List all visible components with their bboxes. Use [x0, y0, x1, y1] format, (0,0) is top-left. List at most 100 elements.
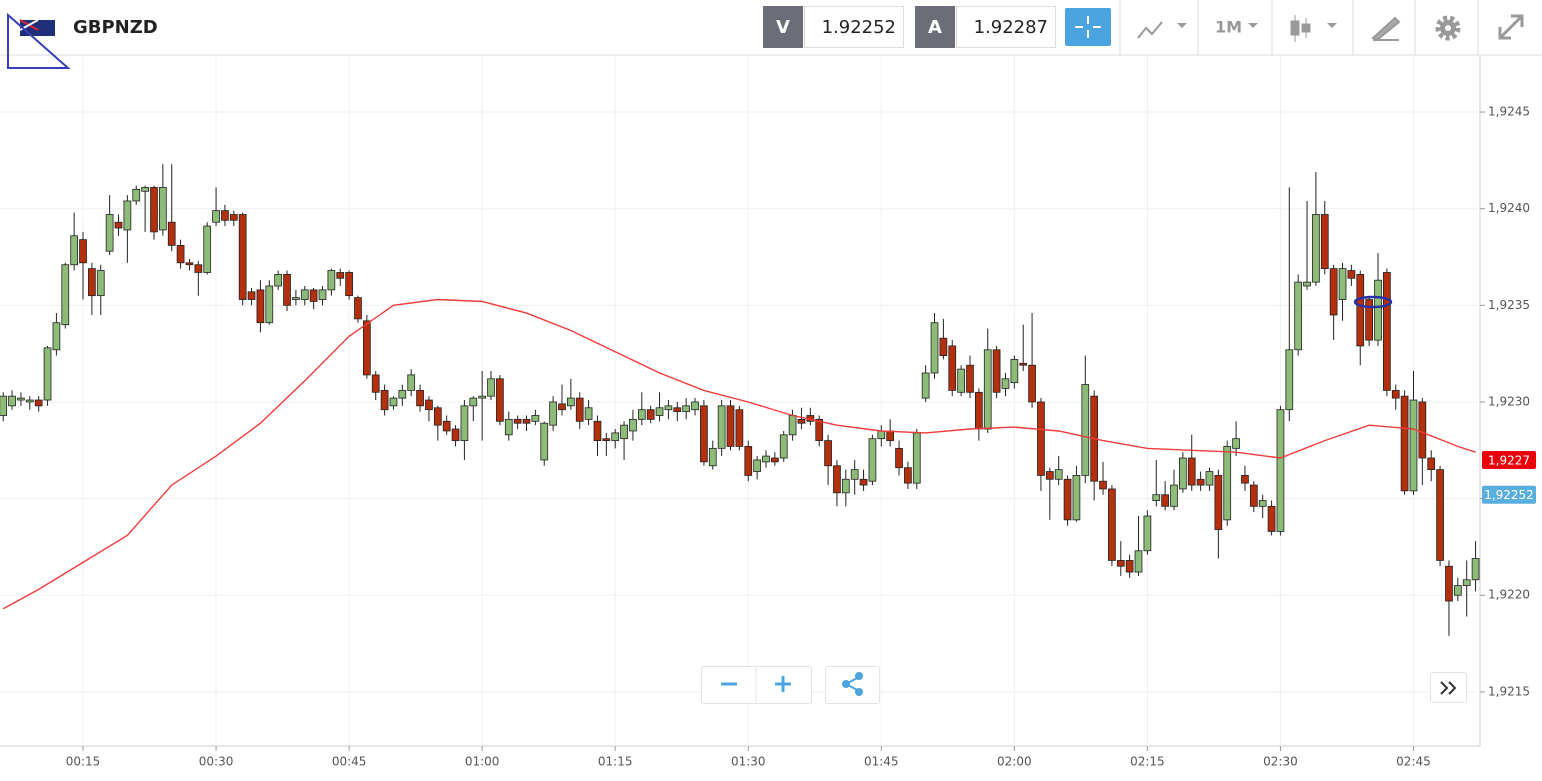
y-tick-label: 1,9220	[1488, 588, 1530, 602]
zoom-in[interactable]	[775, 676, 791, 692]
candle-body	[309, 289, 318, 302]
candle-body	[212, 210, 220, 223]
candle-body	[1329, 268, 1338, 316]
x-tick-label: 00:15	[66, 755, 101, 769]
candle-body	[1285, 349, 1294, 411]
candle-body	[487, 378, 495, 397]
candle-body	[1445, 565, 1453, 602]
candle-body	[1143, 515, 1152, 552]
candle-body	[1134, 550, 1143, 573]
candle-body	[114, 221, 123, 229]
candle-body	[770, 457, 779, 463]
timeframe-button[interactable]: 1M	[1215, 18, 1258, 37]
candle-body	[655, 407, 664, 416]
candle-body	[930, 322, 939, 374]
x-tick-label: 02:30	[1263, 755, 1298, 769]
candle-body	[247, 291, 256, 300]
candle-body	[185, 262, 194, 266]
candle-body	[1072, 475, 1081, 521]
settings-button[interactable]	[1435, 15, 1461, 41]
crosshair-button[interactable]	[1065, 8, 1111, 46]
candle-body	[43, 347, 52, 401]
candle-body	[1471, 558, 1480, 581]
candle-body	[345, 272, 353, 297]
candle-body	[451, 428, 460, 442]
candle-body	[1303, 281, 1311, 287]
candle-body	[921, 372, 930, 399]
y-tick-label: 1,9245	[1488, 105, 1530, 119]
y-tick-label: 1,9215	[1488, 684, 1530, 698]
candle-body	[1001, 378, 1010, 389]
candle-body	[1241, 475, 1249, 484]
gear-teeth	[1435, 15, 1461, 41]
plot: 1,9227 1,92252	[0, 164, 1536, 636]
bid-button[interactable]	[763, 6, 803, 48]
candle-body	[1152, 494, 1161, 501]
candle-body	[1427, 457, 1436, 471]
dropdown-arrow	[1248, 23, 1258, 28]
candle-body	[646, 409, 655, 420]
candle-body	[1045, 471, 1054, 480]
y-tick-label: 1,9230	[1488, 394, 1530, 408]
dropdown-arrow	[1327, 23, 1337, 28]
fullscreen-button[interactable]	[1498, 14, 1524, 40]
candle-body	[1347, 270, 1356, 279]
candle-body	[895, 447, 903, 469]
candle-body	[1037, 401, 1045, 476]
candle-body	[1374, 279, 1382, 341]
candle-body	[691, 401, 699, 411]
x-tick-label: 00:45	[332, 755, 367, 769]
candle-body	[123, 200, 132, 231]
candle-body	[886, 430, 895, 442]
candle-body	[1116, 560, 1125, 567]
candle-body	[371, 374, 380, 393]
bid-box	[804, 6, 904, 48]
candle-body	[265, 285, 274, 324]
indicator-button[interactable]	[1137, 21, 1187, 39]
candle-body	[336, 272, 345, 279]
ask-button[interactable]	[915, 6, 955, 48]
candle-body	[1028, 364, 1036, 403]
toolbar-separators	[1119, 0, 1479, 55]
candle-body	[221, 210, 229, 221]
candle-body	[1205, 471, 1214, 486]
candle-body	[549, 401, 557, 426]
x-tick-label: 02:45	[1396, 755, 1431, 769]
candle-body	[779, 434, 788, 459]
y-tick-label: 1,9235	[1488, 298, 1530, 312]
candle-body	[398, 389, 407, 399]
share-box	[825, 666, 880, 704]
candle-body	[1099, 480, 1107, 490]
crosshair-icon	[1075, 16, 1101, 38]
candle-body	[708, 447, 717, 467]
candle-body	[637, 409, 646, 420]
x-tick-label: 01:15	[598, 755, 633, 769]
candle-body	[1294, 281, 1303, 351]
candle-body	[602, 438, 611, 442]
candle-body	[1125, 560, 1134, 573]
candle-body	[983, 349, 992, 430]
candle-body	[788, 415, 797, 436]
share-button[interactable]	[825, 666, 880, 704]
candle-body	[513, 418, 522, 424]
candle-body	[460, 405, 469, 442]
candle-body	[700, 405, 708, 463]
share-dot	[855, 688, 863, 696]
candle-body	[292, 297, 300, 300]
candle-body	[105, 214, 114, 252]
candle-body	[79, 239, 87, 264]
candle-body	[957, 368, 965, 393]
candle-body	[229, 214, 238, 221]
candle-body	[717, 405, 726, 449]
drawing-ellipse	[1353, 295, 1393, 309]
x-tick-label: 02:15	[1130, 755, 1165, 769]
candle-body	[877, 430, 886, 440]
candle-body	[593, 420, 602, 442]
gear-hole	[1445, 25, 1451, 31]
chart-type-button[interactable]	[1290, 15, 1337, 42]
y-tick-label: 1,9240	[1488, 201, 1530, 215]
scroll-end-button[interactable]	[1430, 672, 1467, 703]
x-tick-label: 00:30	[199, 755, 234, 769]
draw-button[interactable]	[1371, 16, 1401, 42]
